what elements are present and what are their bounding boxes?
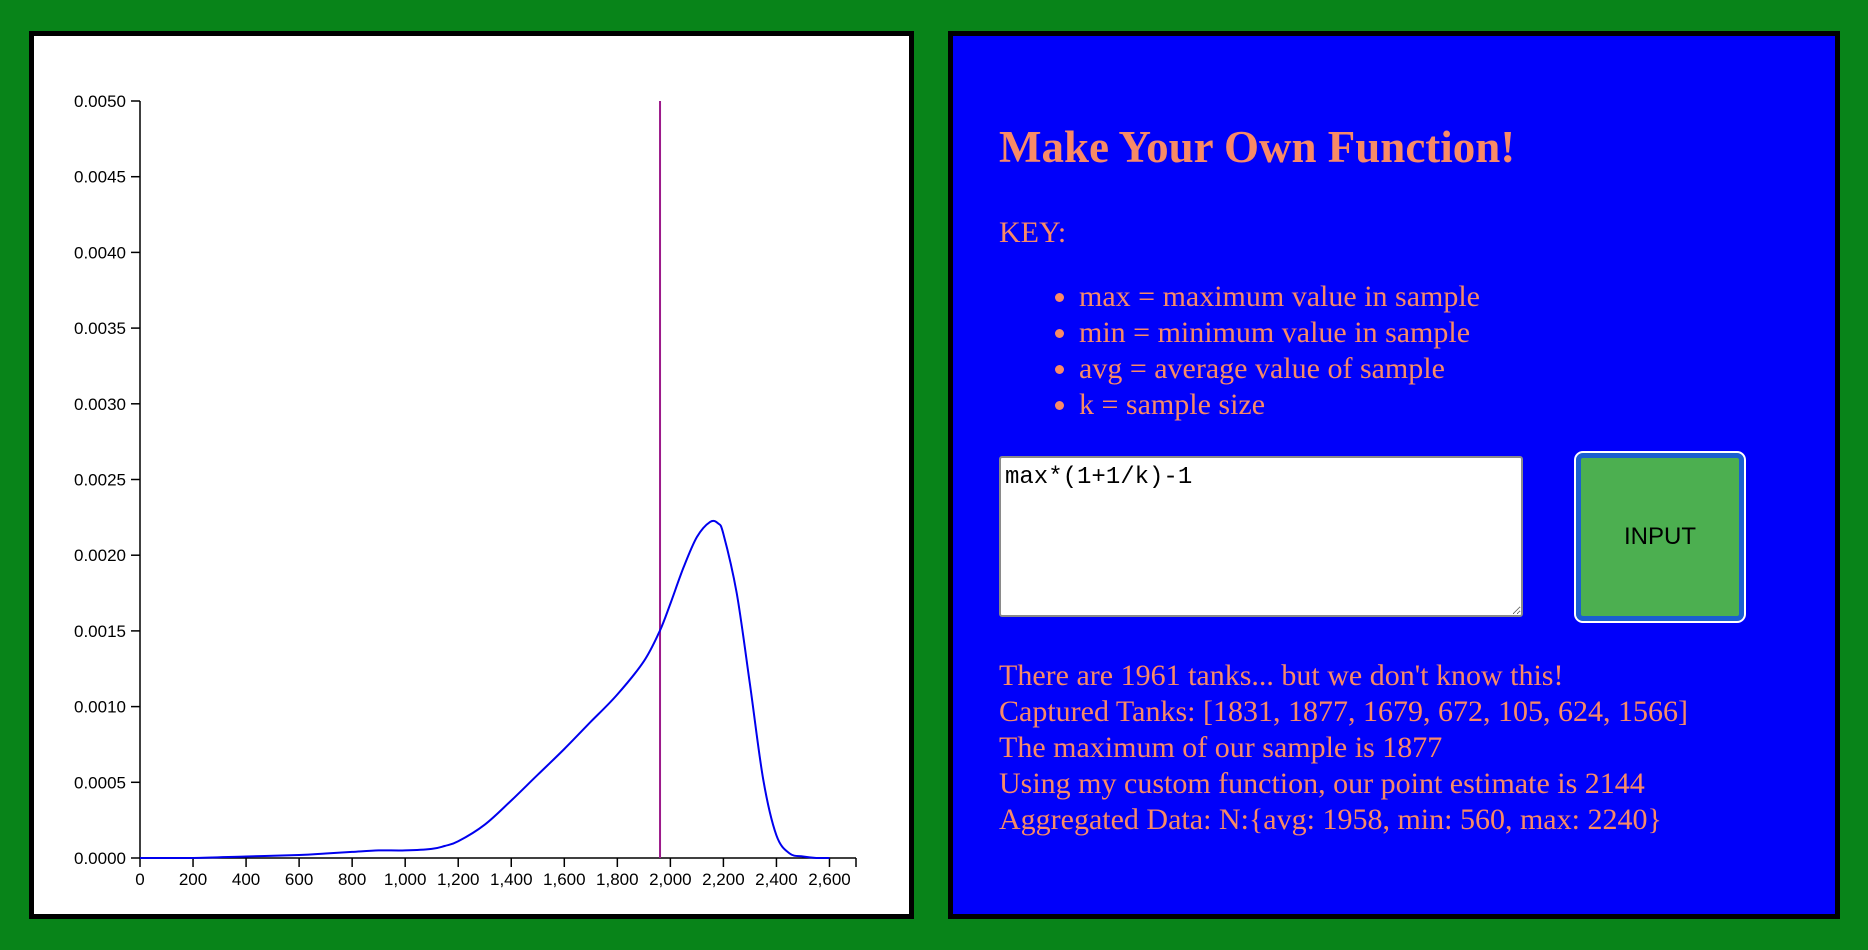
- key-item-avg: avg = average value of sample: [1079, 351, 1480, 387]
- y-tick-label: 0.0000: [74, 849, 126, 868]
- x-tick-label: 200: [179, 870, 207, 889]
- result-true-count: There are 1961 tanks... but we don't kno…: [999, 659, 1564, 692]
- x-tick-label: 1,800: [596, 870, 639, 889]
- key-label: KEY:: [999, 216, 1067, 249]
- x-tick-label: 1,400: [490, 870, 533, 889]
- density-curve-series-0: [139, 519, 830, 860]
- key-item-max: max = maximum value in sample: [1079, 279, 1480, 315]
- key-item-k: k = sample size: [1079, 387, 1480, 423]
- result-sample-max: The maximum of our sample is 1877: [999, 731, 1443, 764]
- x-tick-label: 2,200: [702, 870, 745, 889]
- y-tick-label: 0.0035: [74, 319, 126, 338]
- x-tick-label: 1,200: [437, 870, 480, 889]
- x-tick-label: 1,600: [543, 870, 586, 889]
- results: There are 1961 tanks... but we don't kno…: [999, 658, 1688, 838]
- y-tick-label: 0.0020: [74, 546, 126, 565]
- y-tick-label: 0.0005: [74, 773, 126, 792]
- y-tick-label: 0.0040: [74, 243, 126, 262]
- result-point-estimate: Using my custom function, our point esti…: [999, 767, 1645, 800]
- panel-title: Make Your Own Function!: [999, 122, 1516, 172]
- y-tick-label: 0.0030: [74, 395, 126, 414]
- result-captured-tanks: Captured Tanks: [1831, 1877, 1679, 672, …: [999, 695, 1688, 728]
- density-chart: 0.0000 0.0005 0.0010 0.0015 0.0020 0.0025 0.00…: [74, 92, 857, 889]
- x-tick-label: 400: [232, 870, 260, 889]
- x-tick-label: 2,600: [808, 870, 851, 889]
- chart-panel: 0.0000 0.0005 0.0010 0.0015 0.0020 0.0025 0.00…: [29, 31, 914, 919]
- y-tick-label: 0.0045: [74, 168, 126, 187]
- function-input[interactable]: [999, 456, 1523, 617]
- y-tick-label: 0.0010: [74, 698, 126, 717]
- x-tick-label: 800: [338, 870, 366, 889]
- x-tick-label: 2,400: [755, 870, 798, 889]
- result-aggregated-data: Aggregated Data: N:{avg: 1958, min: 560,…: [999, 803, 1662, 836]
- function-panel: Make Your Own Function! KEY: max = maxim…: [948, 31, 1840, 919]
- key-list: max = maximum value in sample min = mini…: [999, 279, 1480, 423]
- key-item-min: min = minimum value in sample: [1079, 315, 1480, 351]
- y-tick-label: 0.0050: [74, 92, 126, 111]
- x-tick-label: 600: [285, 870, 313, 889]
- y-tick-label: 0.0025: [74, 471, 126, 490]
- x-tick-label: 0: [135, 870, 144, 889]
- input-button[interactable]: INPUT: [1574, 451, 1746, 623]
- x-tick-label: 1,000: [384, 870, 427, 889]
- x-tick-label: 2,000: [649, 870, 692, 889]
- y-tick-label: 0.0015: [74, 622, 126, 641]
